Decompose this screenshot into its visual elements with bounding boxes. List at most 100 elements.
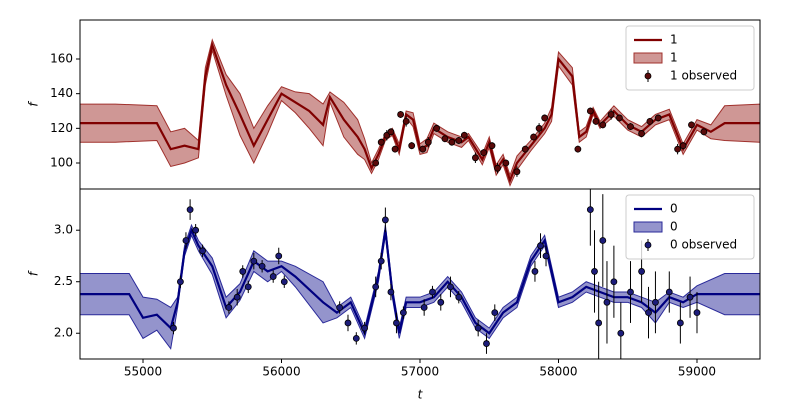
observed-point xyxy=(502,159,510,167)
observed-point xyxy=(599,237,607,244)
observed-point xyxy=(686,293,694,301)
observed-point xyxy=(521,145,529,153)
observed-point xyxy=(377,138,385,146)
observed-point xyxy=(399,309,407,317)
observed-point xyxy=(408,142,416,150)
observed-point xyxy=(402,118,410,125)
y-tick-label: 100 xyxy=(50,156,73,170)
observed-point xyxy=(679,142,687,150)
y-axis-label: f xyxy=(27,101,41,107)
legend-label: 0 xyxy=(670,220,678,234)
observed-point xyxy=(627,288,634,296)
y-tick-label: 3.0 xyxy=(54,223,73,237)
legend-box xyxy=(625,194,755,260)
legend-marker xyxy=(644,72,652,80)
observed-point xyxy=(646,118,654,125)
legend-label: 1 xyxy=(670,51,678,65)
x-tick-label: 56000 xyxy=(262,365,300,379)
observed-point xyxy=(483,340,490,347)
observed-point xyxy=(233,293,241,301)
observed-point xyxy=(676,319,684,327)
observed-point xyxy=(591,268,598,275)
observed-point xyxy=(244,283,252,291)
observed-point xyxy=(494,164,501,172)
legend-label: 1 observed xyxy=(670,69,737,83)
observed-point xyxy=(654,114,662,122)
observed-point xyxy=(258,262,266,270)
legend-label: 1 xyxy=(670,33,678,47)
observed-point xyxy=(372,283,380,291)
observed-point xyxy=(424,138,432,146)
observed-point xyxy=(693,309,701,317)
observed-point xyxy=(488,142,496,150)
observed-point xyxy=(491,309,499,317)
observed-point xyxy=(471,154,479,162)
x-axis-label: t xyxy=(418,388,424,400)
observed-point xyxy=(460,131,468,139)
observed-point xyxy=(387,128,395,136)
observed-point xyxy=(638,130,645,137)
observed-point xyxy=(674,145,681,153)
observed-point xyxy=(455,293,463,301)
observed-point xyxy=(513,168,521,176)
x-tick-label: 58000 xyxy=(539,365,577,379)
observed-point xyxy=(645,309,652,317)
observed-point xyxy=(474,324,482,332)
observed-point xyxy=(419,145,427,153)
observed-point xyxy=(607,111,615,118)
legend-patch xyxy=(633,52,663,64)
observed-point xyxy=(387,288,395,296)
observed-point xyxy=(352,334,360,342)
observed-point xyxy=(372,159,380,167)
y-tick-label: 160 xyxy=(50,52,73,66)
observed-point xyxy=(429,288,436,296)
observed-point xyxy=(603,298,611,306)
observed-point xyxy=(225,304,233,311)
observed-point xyxy=(269,273,277,280)
y-tick-label: 2.5 xyxy=(54,274,73,288)
observed-point xyxy=(531,268,539,275)
observed-point xyxy=(638,268,645,275)
legend-box xyxy=(625,25,755,91)
observed-point xyxy=(586,107,594,115)
observed-point xyxy=(361,324,369,332)
y-tick-label: 140 xyxy=(50,86,73,100)
legend-label: 0 xyxy=(670,202,678,216)
observed-point xyxy=(541,114,549,122)
observed-point xyxy=(381,216,389,224)
observed-point xyxy=(437,298,445,306)
observed-point xyxy=(627,123,634,130)
observed-point xyxy=(177,278,184,286)
confidence-band xyxy=(80,223,760,350)
y-tick-label: 2.0 xyxy=(54,326,73,340)
y-tick-label: 120 xyxy=(50,121,73,135)
observed-point xyxy=(616,114,623,122)
observed-point xyxy=(393,319,400,327)
observed-point xyxy=(344,319,352,327)
observed-point xyxy=(530,133,537,141)
observed-point xyxy=(586,206,594,214)
observed-point xyxy=(336,304,344,311)
observed-point xyxy=(239,268,247,275)
observed-point xyxy=(391,145,399,153)
x-tick-label: 57000 xyxy=(401,365,439,379)
legend-marker xyxy=(644,241,652,249)
x-tick-label: 55000 xyxy=(124,365,162,379)
observed-point xyxy=(455,137,463,144)
observed-point xyxy=(448,138,456,146)
observed-point xyxy=(595,319,603,327)
observed-point xyxy=(275,252,283,260)
y-axis-label: f xyxy=(27,270,41,276)
mean-line xyxy=(80,41,760,184)
observed-point xyxy=(652,298,659,306)
observed-point xyxy=(397,111,405,118)
observed-point xyxy=(688,121,695,129)
legend-patch xyxy=(633,221,663,233)
observed-point xyxy=(280,278,288,286)
observed-point xyxy=(199,247,206,255)
observed-point xyxy=(535,124,543,132)
observed-point xyxy=(170,324,177,332)
observed-point xyxy=(441,135,449,143)
